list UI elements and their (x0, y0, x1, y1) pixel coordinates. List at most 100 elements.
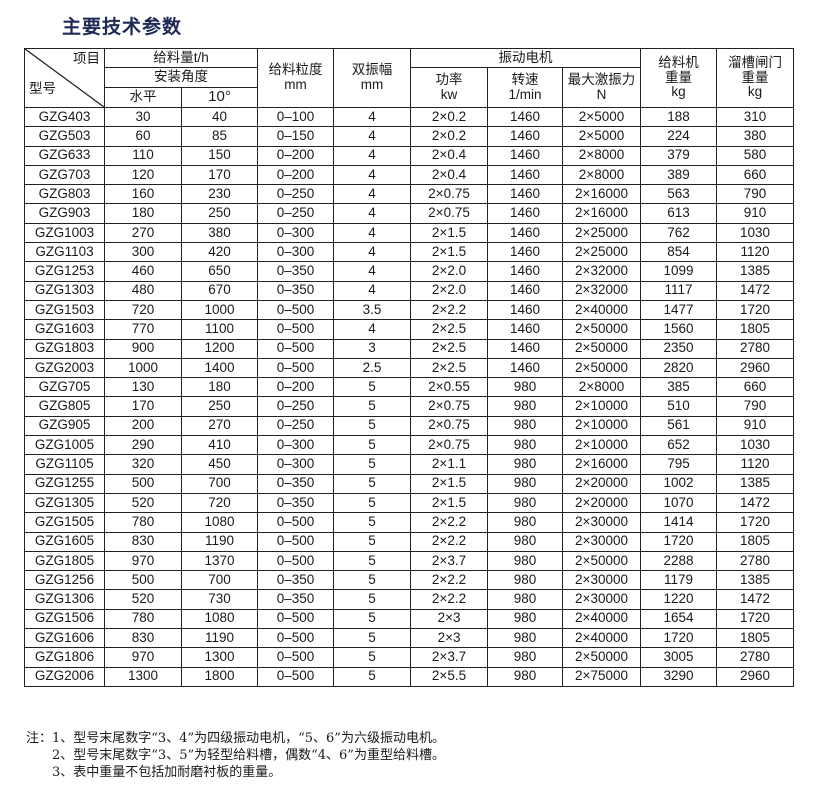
table-cell: 1805 (716, 531, 795, 552)
table-cell: 1385 (716, 473, 795, 494)
table-row: GZG903 180 250 0–250 4 2×0.75 1460 2×16000 613 91… (24, 203, 795, 224)
table-row: GZG1005 290 410 0–300 5 2×0.75 980 2×10000 652 10… (24, 435, 795, 456)
table-cell: 1460 (487, 203, 564, 224)
table-cell: 270 (104, 222, 182, 244)
table-cell: 0–200 (257, 377, 335, 398)
table-cell: 650 (180, 261, 259, 282)
table-cell: 170 (104, 396, 182, 417)
table-cell: 0–350 (257, 492, 335, 514)
table-cell: 730 (180, 589, 259, 610)
table-cell: 2×0.4 (410, 164, 489, 186)
table-cell: 2×3.7 (410, 550, 489, 572)
table-cell: 0–250 (257, 203, 335, 224)
table-row: GZG1303 480 670 0–350 4 2×2.0 1460 2×32000 1117 1… (24, 280, 795, 301)
table-cell: 980 (487, 531, 564, 552)
table-row: GZG1256 500 700 0–350 5 2×2.2 980 2×30000 1179 13… (24, 570, 795, 591)
table-cell: 0–500 (257, 647, 335, 668)
motor-header: 振动电机 (410, 48, 642, 68)
table-cell: 0–500 (257, 550, 335, 572)
table-cell: 0–500 (257, 338, 335, 359)
table-cell: 1472 (716, 589, 795, 610)
table-cell: 0–500 (257, 319, 335, 340)
table-row: GZG2006 1300 1800 0–500 5 2×5.5 980 2×75000 3290… (24, 666, 795, 687)
table-cell: 2×8000 (562, 145, 642, 166)
table-cell: 4 (333, 164, 412, 186)
table-cell: 4 (333, 242, 412, 263)
table-row: GZG805 170 250 0–250 5 2×0.75 980 2×10000 510 790 (24, 396, 795, 417)
table-cell: 2×16000 (562, 454, 642, 475)
note-2: 2、型号末尾数字“3、5”为轻型给料槽，偶数“4、6”为重型给料槽。 (52, 748, 445, 763)
table-cell: 0–300 (257, 242, 335, 263)
table-cell: GZG1303 (24, 280, 105, 301)
table-cell: 500 (104, 570, 182, 591)
table-cell: 2×30000 (562, 531, 642, 552)
table-cell: 4 (333, 106, 412, 128)
table-cell: GZG1806 (24, 647, 105, 668)
table-cell: 980 (487, 454, 564, 475)
table-cell: 1099 (640, 261, 718, 282)
table-cell: 385 (640, 377, 718, 398)
table-cell: 2×25000 (562, 242, 642, 263)
table-cell: 1120 (716, 454, 795, 475)
notes: 注：1、型号末尾数字“3、4”为四级振动电机，“5、6”为六级振动电机。 2、型… (26, 730, 445, 781)
table-cell: 980 (487, 647, 564, 668)
table-cell: 0–500 (257, 608, 335, 630)
table-cell: 980 (487, 512, 564, 533)
table-cell: 980 (487, 435, 564, 456)
table-cell: 1460 (487, 338, 564, 359)
table-cell: 2×5.5 (410, 666, 489, 687)
table-cell: 2×0.75 (410, 396, 489, 417)
table-cell: 2×0.2 (410, 106, 489, 128)
table-row: GZG1805 970 1370 0–500 5 2×3.7 980 2×50000 2288 2… (24, 550, 795, 572)
table-cell: 613 (640, 203, 718, 224)
table-cell: GZG1606 (24, 628, 105, 649)
table-cell: 1030 (716, 222, 795, 244)
table-cell: 1400 (180, 357, 259, 379)
table-cell: 1460 (487, 184, 564, 205)
table-cell: 2×8000 (562, 164, 642, 186)
table-cell: 2×32000 (562, 261, 642, 282)
table-cell: 300 (104, 242, 182, 263)
note-3: 3、表中重量不包括加耐磨衬板的重量。 (52, 765, 282, 780)
table-cell: 389 (640, 164, 718, 186)
table-cell: 2×30000 (562, 512, 642, 533)
table-cell: GZG805 (24, 396, 105, 417)
table-cell: 0–150 (257, 126, 335, 147)
table-cell: 0–500 (257, 628, 335, 649)
table-cell: GZG2006 (24, 666, 105, 687)
table-cell: 2×10000 (562, 396, 642, 417)
table-cell: 0–500 (257, 666, 335, 687)
table-row: GZG1605 830 1190 0–500 5 2×2.2 980 2×30000 1720 1… (24, 531, 795, 552)
table-cell: 1190 (180, 628, 259, 649)
table-cell: 4 (333, 145, 412, 166)
size-header: 给料粒度 mm (257, 48, 335, 108)
table-cell: 790 (716, 184, 795, 205)
table-cell: 700 (180, 473, 259, 494)
table-cell: 1220 (640, 589, 718, 610)
table-cell: 2.5 (333, 357, 412, 379)
table-cell: GZG1003 (24, 222, 105, 244)
table-cell: GZG1306 (24, 589, 105, 610)
table-cell: 420 (180, 242, 259, 263)
table-cell: 320 (104, 454, 182, 475)
table-row: GZG1103 300 420 0–300 4 2×1.5 1460 2×25000 854 11… (24, 242, 795, 263)
table-cell: 188 (640, 106, 718, 128)
table-cell: 4 (333, 126, 412, 147)
power-header: 功率 kw (410, 67, 489, 108)
table-cell: 60 (104, 126, 182, 147)
table-cell: 1370 (180, 550, 259, 572)
table-cell: GZG1505 (24, 512, 105, 533)
table-cell: 2780 (716, 338, 795, 359)
table-cell: 160 (104, 184, 182, 205)
table-cell: 780 (104, 512, 182, 533)
table-cell: 1080 (180, 512, 259, 533)
table-cell: 2×2.2 (410, 512, 489, 533)
table-cell: 2×1.5 (410, 222, 489, 244)
table-cell: 660 (716, 164, 795, 186)
table-cell: 980 (487, 377, 564, 398)
model-label: 型号 (29, 81, 56, 97)
table-cell: 0–350 (257, 261, 335, 282)
table-cell: 1179 (640, 570, 718, 591)
table-cell: 410 (180, 435, 259, 456)
table-cell: 2×40000 (562, 608, 642, 630)
